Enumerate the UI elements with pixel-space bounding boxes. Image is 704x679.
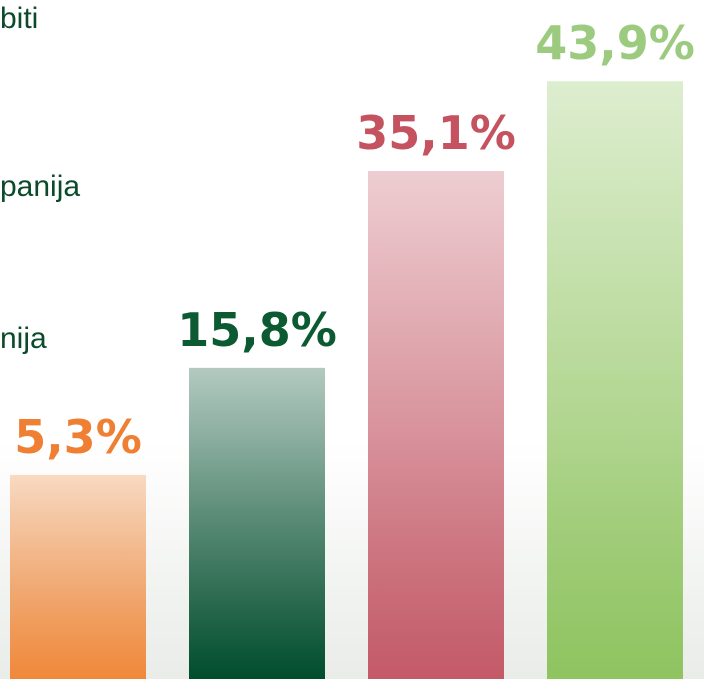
annotation: panija: [0, 170, 80, 203]
bar: [10, 474, 146, 679]
annotation: biti: [0, 2, 38, 35]
value-label: 35,1%: [356, 106, 516, 160]
bar: [189, 367, 325, 679]
bar: [368, 170, 504, 679]
bar: [547, 81, 683, 679]
value-label: 5,3%: [14, 410, 142, 464]
value-label: 43,9%: [535, 16, 695, 70]
value-label: 15,8%: [177, 303, 337, 357]
annotation: nija: [0, 322, 47, 355]
